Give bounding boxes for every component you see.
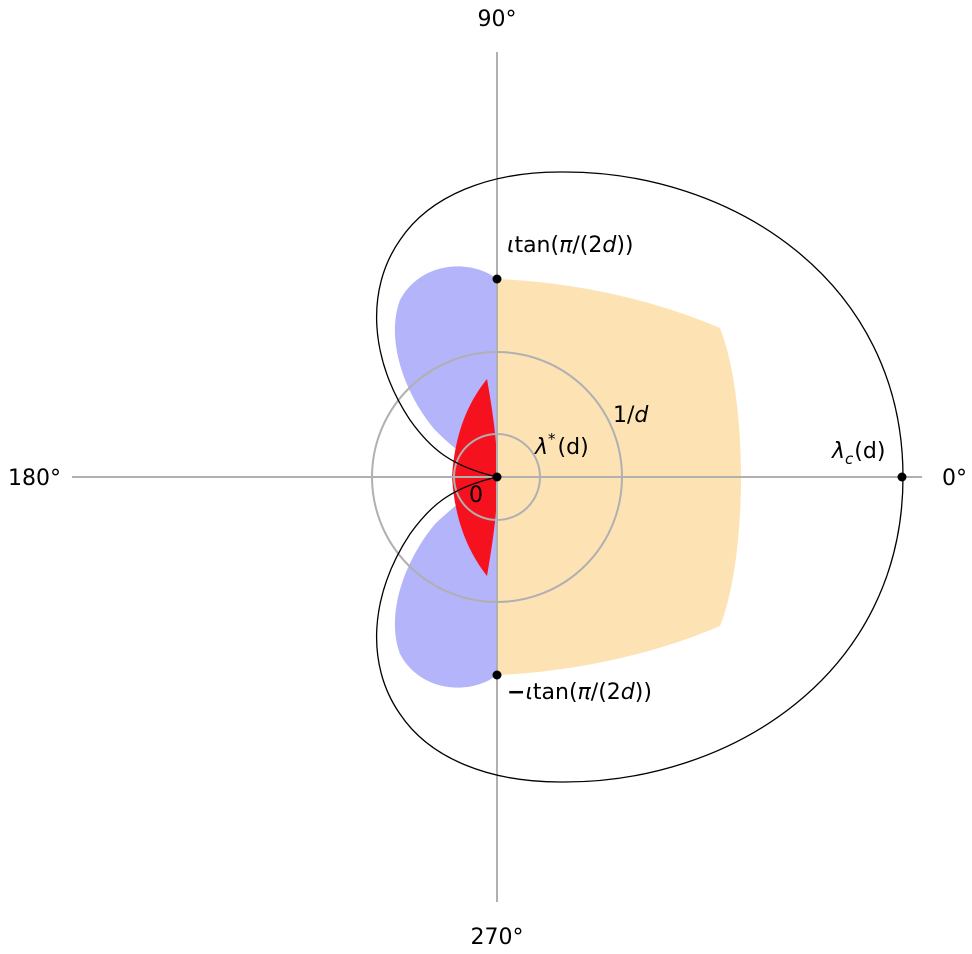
top-pi: π: [559, 233, 573, 258]
lambda-star-label: λ*(d): [534, 430, 589, 460]
lambda-star-sup: *: [548, 430, 556, 448]
top-point-label: ιtan(π/(2d)): [507, 233, 633, 258]
top-var: d: [602, 233, 617, 258]
bottom-func: tan(: [533, 680, 578, 705]
bottom-mid: /(2: [591, 680, 621, 705]
angle-label-90: 90°: [478, 7, 517, 32]
lambda-c-symbol: λ: [831, 439, 845, 464]
top-close: )): [616, 233, 633, 258]
angle-label-0: 0°: [942, 466, 967, 491]
bottom-close: )): [635, 680, 652, 705]
angle-label-180: 180°: [8, 466, 61, 491]
top-func: tan(: [514, 233, 559, 258]
one-over-d-circle: [371, 351, 623, 603]
lambda-star-circle: [453, 433, 541, 521]
origin-point: [492, 472, 502, 482]
lambda-c-label: λc(d): [831, 439, 885, 468]
top-point: [492, 274, 502, 284]
bottom-point: [492, 670, 502, 680]
top-mid: /(2: [572, 233, 602, 258]
bottom-sign: −: [507, 680, 525, 705]
origin-label: 0: [469, 483, 483, 508]
bottom-var: d: [621, 680, 636, 705]
one-over-d-label: 1/d: [613, 403, 649, 428]
lambda-star-tail: (d): [558, 435, 589, 460]
bottom-point-label: −ιtan(π/(2d)): [507, 680, 652, 705]
lambda-c-tail: (d): [854, 439, 885, 464]
top-iota: ι: [507, 233, 514, 258]
lambda-c-sub: c: [845, 450, 854, 468]
bottom-iota: ι: [525, 680, 532, 705]
one-over-d-num: 1/: [613, 403, 635, 428]
angle-label-270: 270°: [471, 925, 524, 949]
bottom-pi: π: [578, 680, 592, 705]
one-over-d-var: d: [634, 403, 649, 428]
lambda-star-symbol: λ: [534, 435, 548, 460]
lambda-c-point: [897, 472, 907, 482]
